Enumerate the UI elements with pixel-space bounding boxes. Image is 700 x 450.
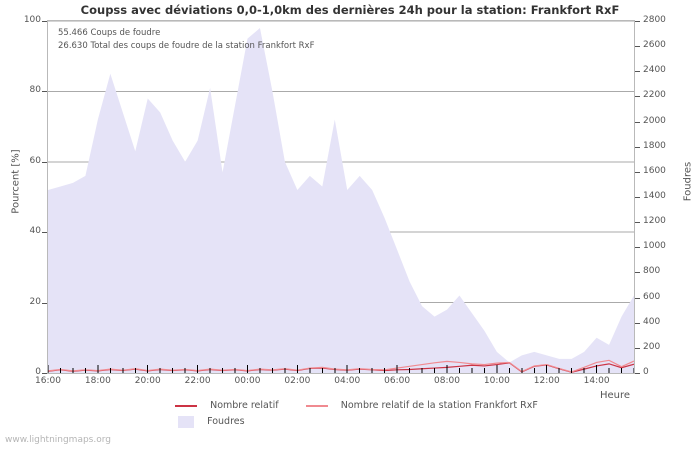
plot-canvas	[48, 21, 634, 373]
legend-row-secondary: Foudres	[175, 410, 267, 430]
legend-row-primary: Nombre relatif Nombre relatif de la stat…	[175, 394, 560, 414]
legend-label-2: Foudres	[207, 416, 245, 427]
y-axis-right-tick-mark	[635, 46, 640, 48]
y-axis-right-tick-mark	[635, 297, 640, 299]
y-axis-right-tick-label: 800	[643, 266, 661, 277]
y-axis-right-tick-mark	[635, 96, 640, 98]
y-axis-right-tick-label: 400	[643, 316, 661, 327]
x-axis-tick-label: 04:00	[334, 376, 361, 386]
y-axis-right-tick-mark	[635, 197, 640, 198]
legend-label-1: Nombre relatif de la station Frankfort R…	[340, 400, 538, 411]
x-axis-tick-label: 20:00	[134, 376, 161, 386]
y-axis-right-tick-mark	[635, 121, 640, 123]
legend-item-nombre-relatif[interactable]: Nombre relatif	[175, 395, 279, 414]
y-axis-left-tick-mark	[42, 302, 47, 304]
y-axis-right-tick-label: 1600	[643, 165, 666, 176]
x-axis-tick-label: 10:00	[483, 376, 510, 386]
y-axis-left-title: Pourcent [%]	[10, 149, 22, 214]
y-axis-left-tick-label: 80	[29, 85, 41, 96]
y-axis-right-tick-label: 2800	[643, 15, 666, 25]
y-axis-right-tick-mark	[635, 222, 640, 224]
y-axis-left-tick-label: 20	[29, 296, 41, 307]
y-axis-left-tick-mark	[42, 232, 47, 234]
x-axis-tick-label: 14:00	[583, 376, 610, 386]
legend-item-foudres[interactable]: Foudres	[175, 411, 245, 430]
y-axis-left-tick-label: 100	[23, 15, 41, 25]
y-axis-right-tick-mark	[635, 272, 640, 274]
x-axis-title: Heure	[600, 390, 631, 401]
y-axis-right-tick-label: 600	[643, 291, 661, 302]
y-axis-right-tick-label: 2400	[643, 65, 666, 76]
page-title: Coupss avec déviations 0,0-1,0km des der…	[80, 3, 620, 17]
y-axis-right-tick-mark	[635, 71, 640, 73]
x-axis-tick-label: 00:00	[234, 376, 261, 386]
x-axis-tick-label: 16:00	[35, 376, 61, 386]
y-axis-right-tick-label: 1400	[643, 191, 666, 201]
y-axis-left-tick-mark	[42, 21, 47, 22]
y-axis-left-tick-label: 0	[35, 367, 41, 377]
y-axis-right-tick-label: 200	[643, 341, 661, 352]
y-axis-right-tick-label: 1800	[643, 140, 666, 151]
y-axis-left-tick-label: 40	[29, 226, 41, 237]
x-axis-tick-label: 06:00	[384, 376, 411, 386]
y-axis-right-tick-mark	[635, 347, 640, 349]
y-axis-right-tick-label: 2200	[643, 90, 666, 101]
x-axis-tick-label: 18:00	[84, 376, 111, 386]
x-axis-tick-label: 08:00	[434, 376, 460, 386]
y-axis-right-title: Foudres	[682, 161, 694, 202]
x-axis-tick-label: 02:00	[284, 376, 311, 386]
y-axis-left-tick-mark	[42, 373, 47, 374]
y-axis-left-tick-mark	[42, 161, 47, 163]
y-axis-right-tick-label: 1200	[643, 216, 666, 227]
y-axis-right-tick-label: 0	[643, 367, 649, 377]
legend-line-swatch-light	[305, 404, 328, 407]
x-axis-tick-label: 22:00	[184, 376, 211, 386]
legend-area-swatch	[178, 415, 194, 428]
annotation-station-strikes: 26.630 Total des coups de foudre de la s…	[58, 41, 315, 51]
y-axis-right-tick-label: 2000	[643, 115, 666, 126]
plot-area	[47, 20, 635, 374]
y-axis-right-tick-mark	[635, 146, 640, 148]
y-axis-right-tick-label: 1000	[643, 241, 666, 252]
y-axis-right-tick-label: 2600	[643, 40, 666, 51]
y-axis-right-tick-mark	[635, 171, 640, 173]
x-axis-tick-label: 12:00	[533, 376, 560, 386]
watermark: www.lightningmaps.org	[5, 435, 111, 445]
y-axis-right-tick-mark	[635, 322, 640, 324]
y-axis-left-tick-mark	[42, 91, 47, 93]
legend-item-nombre-relatif-station[interactable]: Nombre relatif de la station Frankfort R…	[305, 395, 538, 414]
y-axis-left-tick-label: 60	[29, 155, 41, 166]
legend-line-swatch-dark	[175, 404, 197, 407]
y-axis-right-tick-mark	[635, 21, 640, 22]
y-axis-right-tick-mark	[635, 373, 640, 374]
y-axis-right-tick-mark	[635, 247, 640, 249]
annotation-total-strikes: 55.466 Coups de foudre	[58, 28, 161, 38]
legend-label-0: Nombre relatif	[210, 400, 279, 411]
